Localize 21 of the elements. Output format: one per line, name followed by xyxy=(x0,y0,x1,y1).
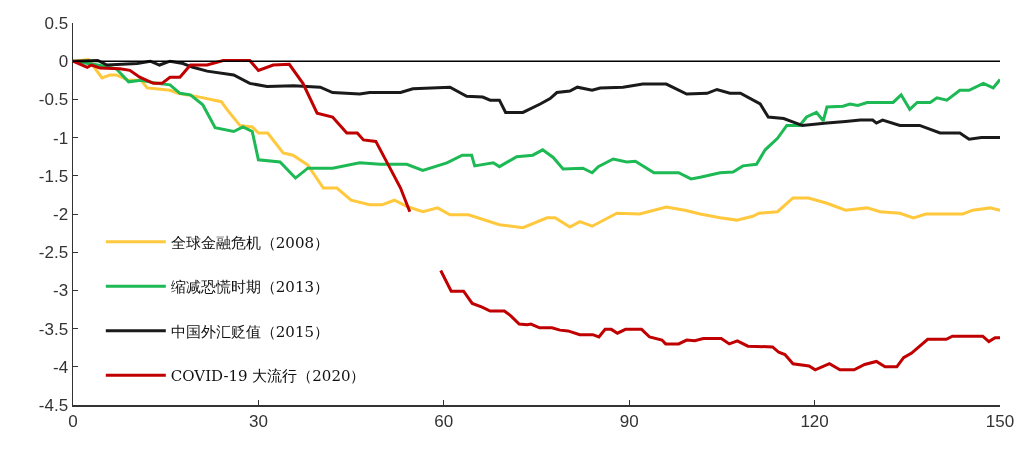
y-tick-label: -4.5 xyxy=(38,395,69,415)
legend-label: 全球金融危机（2008） xyxy=(170,233,329,252)
x-tick-label: 150 xyxy=(985,411,1015,431)
y-tick-label: -2.5 xyxy=(38,243,69,263)
x-tick-label: 60 xyxy=(434,411,454,431)
y-tick-label: -0.5 xyxy=(38,90,69,110)
y-tick-label: -2 xyxy=(52,204,69,224)
line-series xyxy=(73,58,1000,230)
y-tick-label: -1.5 xyxy=(38,166,69,186)
y-tick-label: -1 xyxy=(52,128,69,148)
legend-label: COVID-19 大流行（2020） xyxy=(170,367,366,386)
x-tick-label: 120 xyxy=(800,411,829,431)
x-tick-label: 30 xyxy=(248,411,268,431)
y-tick-label: -4 xyxy=(52,357,69,377)
y-tick-label: 0 xyxy=(58,52,69,72)
y-tick-label: -3.5 xyxy=(38,319,69,339)
legend-label: 中国外汇贬值（2015） xyxy=(170,322,329,341)
y-tick-label: 0.5 xyxy=(44,13,69,33)
legend-label: 缩减恐慌时期（2013） xyxy=(170,278,329,297)
y-tick-label: -3 xyxy=(52,281,69,301)
x-tick-label: 90 xyxy=(619,411,639,431)
